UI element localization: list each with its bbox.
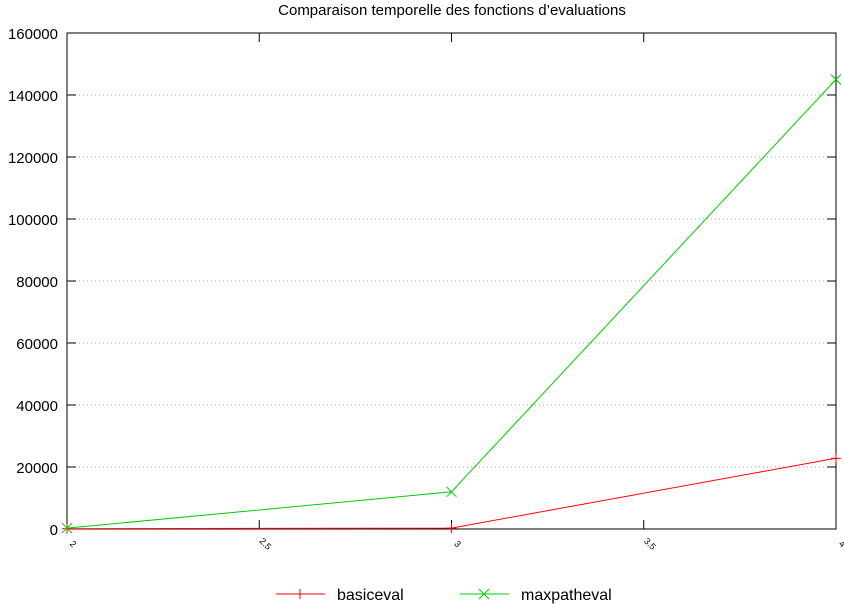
y-tick-label: 120000: [8, 150, 58, 167]
grid-lines: [67, 94, 836, 468]
data-point-marker: [61, 522, 73, 534]
data-point-marker: [446, 523, 457, 534]
series-line-basiceval: [66, 457, 837, 530]
x-tick-label: 2: [68, 539, 79, 550]
data-point-marker: [446, 486, 457, 498]
chart-title: Comparaison temporelle des fonctions d’e…: [278, 2, 626, 19]
x-tick-label: 3.5: [642, 536, 658, 552]
series-line-maxpatheval: [66, 79, 837, 529]
y-tick-label: 100000: [8, 212, 58, 229]
legend-label-maxpatheval: maxpatheval: [521, 587, 612, 604]
y-tick-label: 160000: [8, 26, 58, 43]
legend-label-basiceval: basiceval: [337, 587, 404, 604]
x-tick-label: 4: [837, 539, 844, 550]
data-point-marker: [478, 588, 490, 600]
x-tick-label: 3: [452, 539, 463, 550]
y-tick-label: 60000: [16, 336, 58, 353]
y-tick-label: 20000: [16, 460, 58, 477]
data-point-marker: [295, 589, 305, 599]
series-lines: [61, 74, 842, 534]
y-tick-label: 40000: [16, 398, 58, 415]
x-axis: 2 2.5 3 3.5 4: [66, 33, 844, 552]
data-point-marker: [830, 74, 842, 85]
y-tick-label: 140000: [8, 88, 58, 105]
x-tick-label: 2.5: [257, 536, 273, 552]
y-tick-label: 0: [50, 522, 58, 539]
y-axis: 0 20000 40000 60000 80000 100000 120000 140000 1…: [8, 26, 836, 539]
data-point-marker: [831, 453, 841, 464]
y-tick-label: 80000: [16, 274, 58, 291]
legend: basiceval maxpatheval: [276, 587, 612, 604]
